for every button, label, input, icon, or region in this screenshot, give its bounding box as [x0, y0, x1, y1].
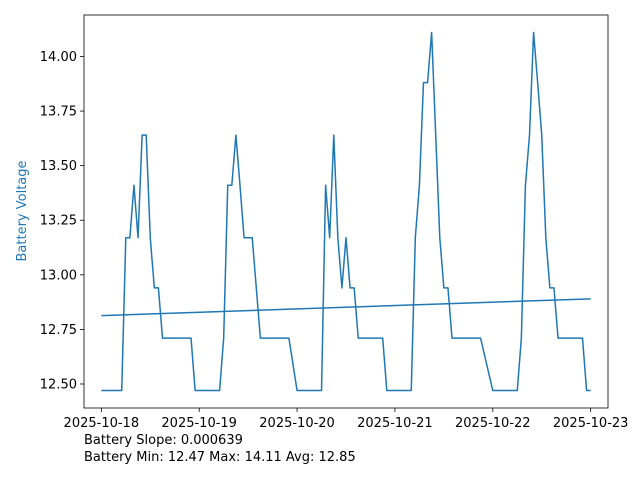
battery-min-max-avg-text: Battery Min: 12.47 Max: 14.11 Avg: 12.85: [84, 450, 356, 465]
x-tick-label: 2025-10-19: [161, 416, 237, 431]
trend-line: [101, 298, 591, 317]
x-tick-label: 2025-10-22: [455, 416, 531, 431]
battery-slope-text: Battery Slope: 0.000639: [84, 433, 243, 448]
y-tick-label: 13.00: [40, 268, 77, 283]
y-tick-label: 13.25: [40, 214, 77, 229]
x-tick-label: 2025-10-20: [259, 416, 335, 431]
voltage-line: [101, 31, 591, 392]
y-tick-label: 13.50: [40, 159, 77, 174]
y-tick-label: 14.00: [40, 50, 77, 65]
y-tick-label: 12.50: [40, 377, 77, 392]
y-tick-label: 12.75: [40, 323, 77, 338]
y-axis-label: Battery Voltage: [15, 160, 30, 261]
plot-frame: [83, 14, 609, 409]
y-tick-label: 13.75: [40, 105, 77, 120]
x-tick-label: 2025-10-18: [64, 416, 140, 431]
x-tick-label: 2025-10-21: [357, 416, 433, 431]
x-tick-label: 2025-10-23: [553, 416, 629, 431]
